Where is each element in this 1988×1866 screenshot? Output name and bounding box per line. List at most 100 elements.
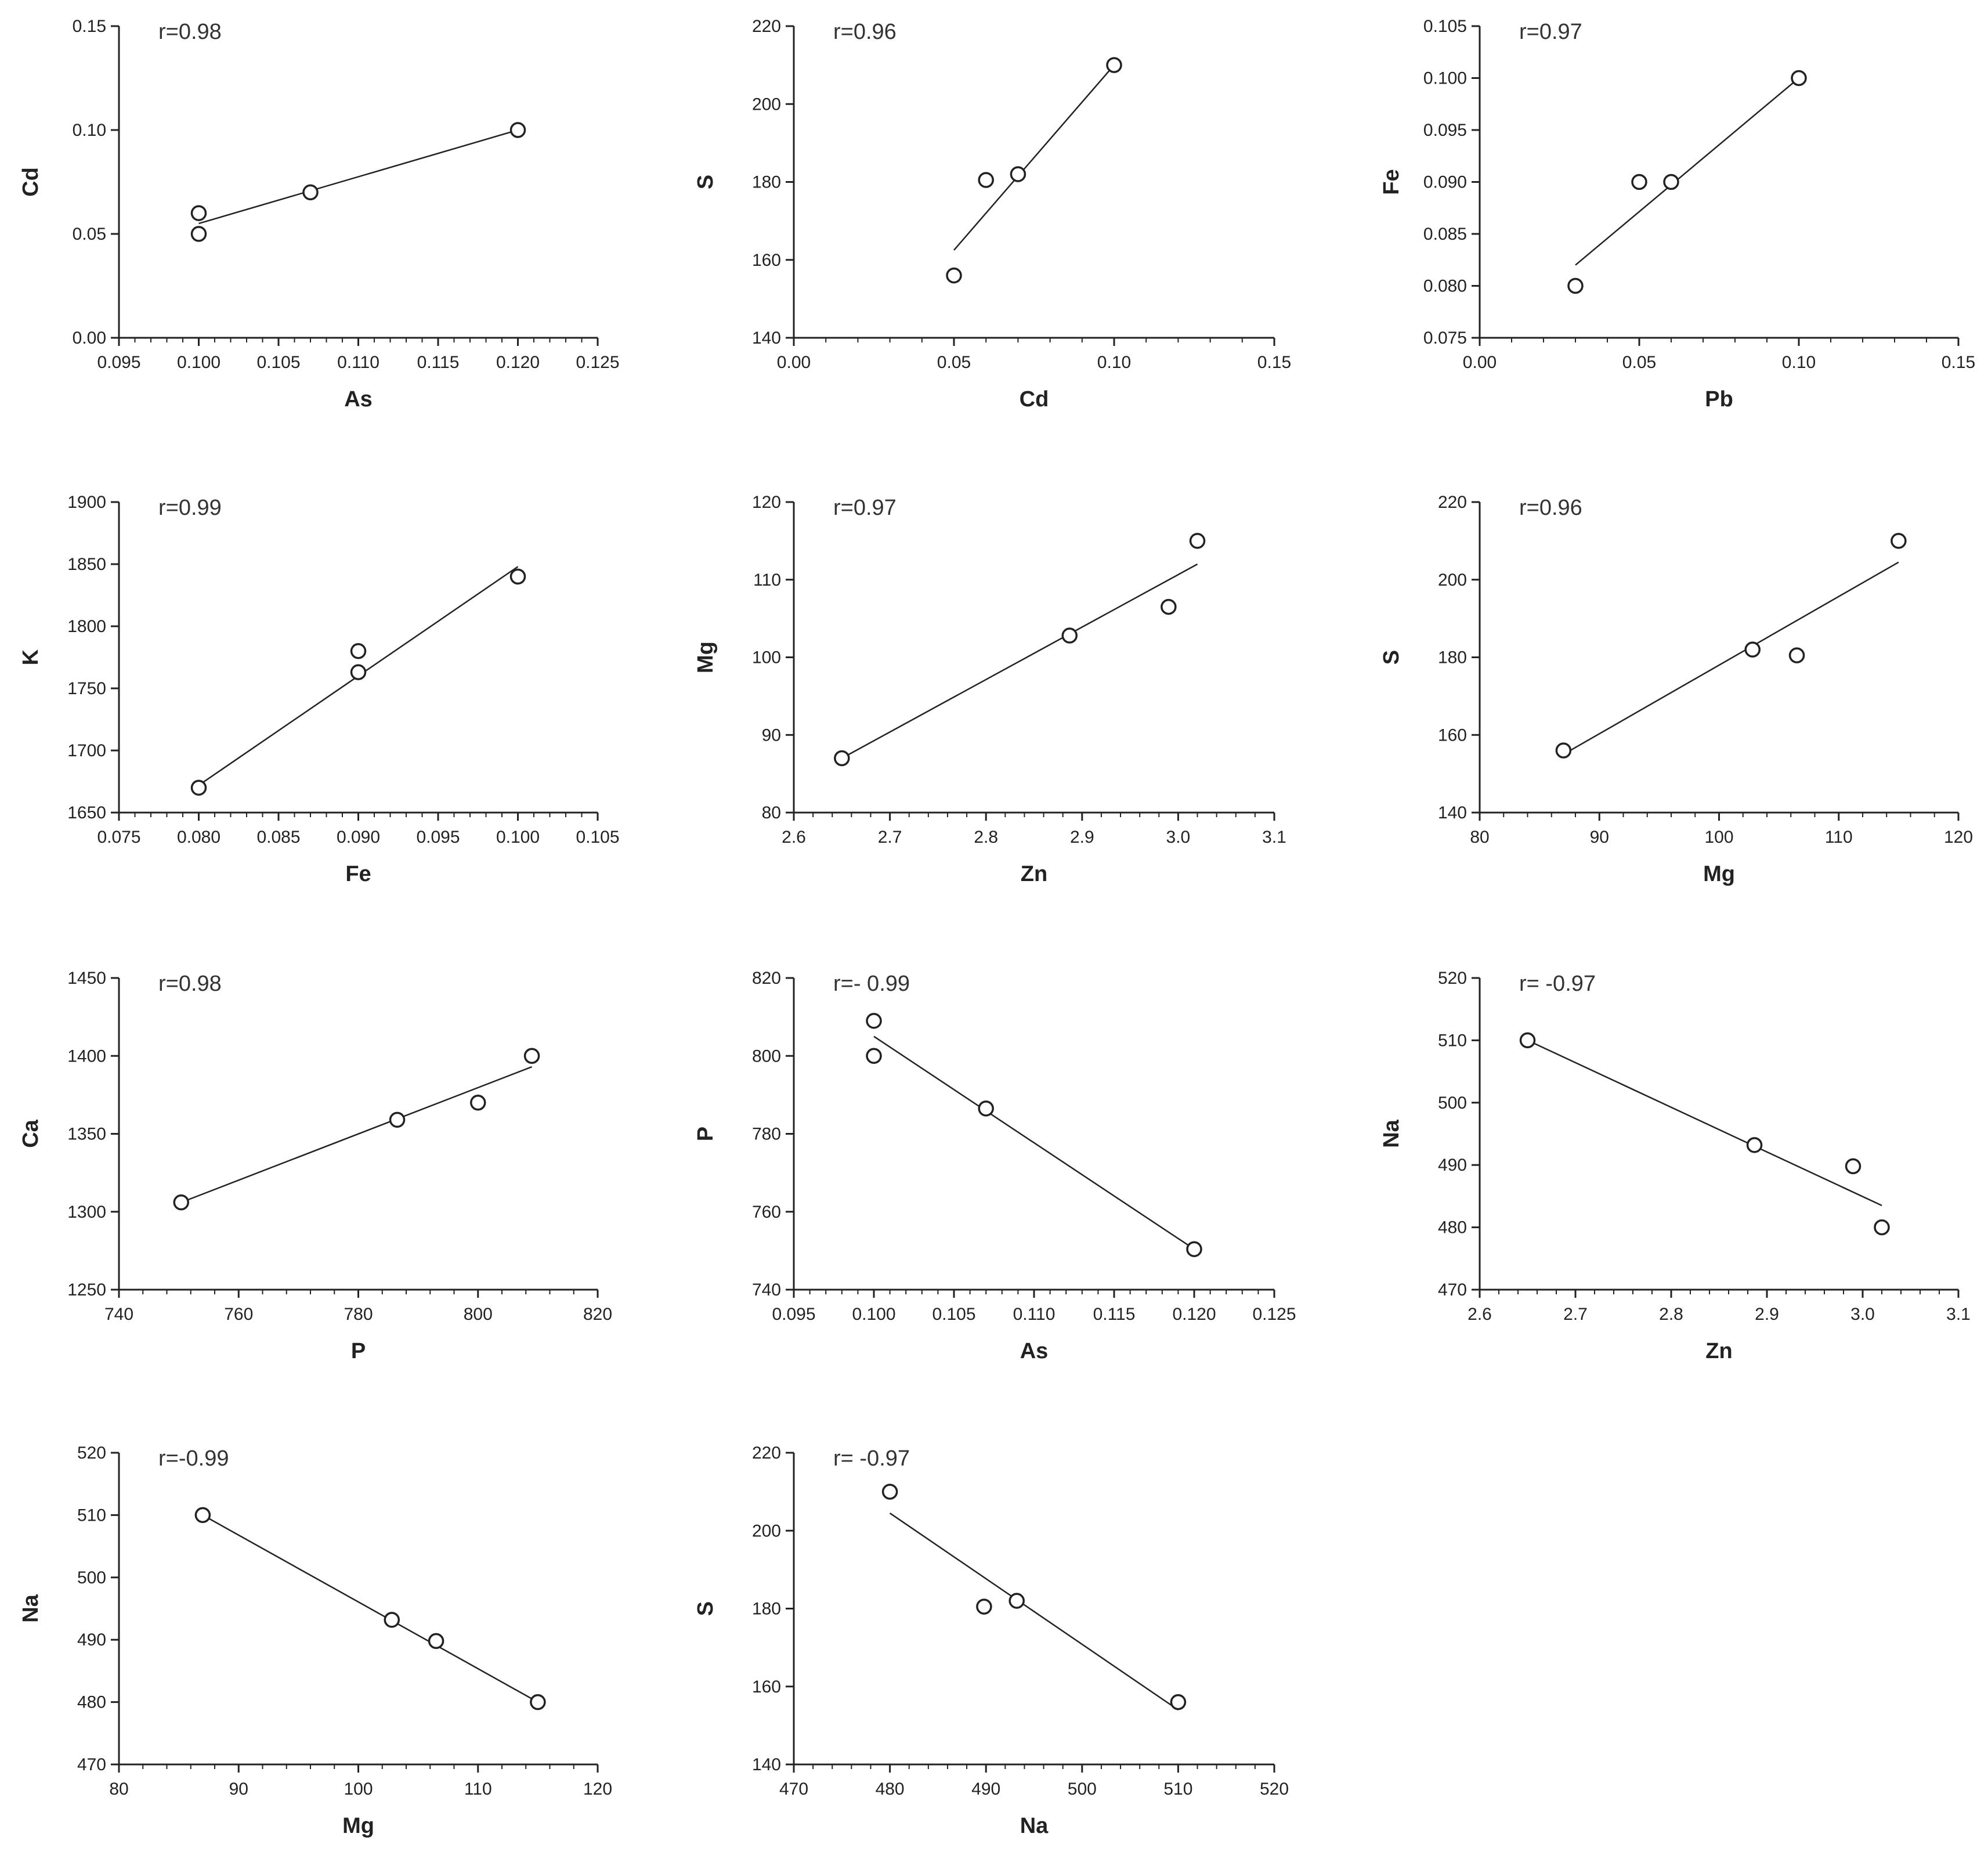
y-tick-label: 1800 <box>67 617 106 636</box>
panel-k-vs-fe: 0.075 0.080 0.085 0.090 0.095 0.100 0.105 1650 1… <box>19 493 620 886</box>
y-axis-title: S <box>693 1601 718 1616</box>
y-axis-title: Ca <box>19 1119 43 1147</box>
x-tick-label: 3.0 <box>1166 828 1191 847</box>
x-tick-label: 80 <box>109 1780 128 1799</box>
panel-na-vs-mg: 80 90 100 110 120 470 480 490 500 510 520 Mg Na r=-0.… <box>19 1443 612 1838</box>
x-tick-label: 100 <box>344 1780 373 1799</box>
y-tick-label: 1900 <box>67 493 106 512</box>
x-tick-label: 0.15 <box>1257 353 1291 372</box>
x-tick-label: 2.9 <box>1755 1305 1779 1324</box>
data-point <box>1170 1694 1187 1710</box>
data-point <box>946 267 962 284</box>
y-axis-title: S <box>693 175 718 189</box>
y-tick-label: 740 <box>752 1280 781 1300</box>
data-point <box>1791 70 1807 86</box>
x-tick-label: 3.1 <box>1262 828 1286 847</box>
x-axis-title: Mg <box>342 1814 374 1838</box>
y-tick-label: 760 <box>752 1203 781 1222</box>
x-tick-label: 0.095 <box>97 353 140 372</box>
regression-line <box>202 1514 538 1703</box>
x-tick-label: 2.8 <box>1659 1305 1683 1324</box>
x-tick-label: 0.105 <box>576 828 619 847</box>
y-tick-label: 180 <box>1438 648 1467 667</box>
x-tick-label: 2.8 <box>974 828 998 847</box>
data-point <box>350 664 367 680</box>
regression-line <box>1527 1040 1882 1207</box>
x-tick-label: 2.7 <box>1563 1305 1588 1324</box>
y-tick-label: 470 <box>77 1755 106 1774</box>
y-axis-title: Na <box>1379 1119 1404 1147</box>
x-tick-label: 0.15 <box>1942 353 1975 372</box>
x-tick-label: 0.090 <box>337 828 380 847</box>
x-tick-label: 820 <box>583 1305 612 1324</box>
data-point <box>428 1633 444 1650</box>
x-tick-label: 90 <box>1590 828 1609 847</box>
y-tick-label: 1850 <box>67 555 106 574</box>
y-tick-label: 220 <box>752 1443 781 1463</box>
x-tick-label: 500 <box>1068 1780 1097 1799</box>
y-axis-title: K <box>19 649 43 665</box>
x-tick-label: 0.085 <box>256 828 300 847</box>
data-point <box>1891 533 1907 549</box>
panel-fe-vs-pb: 0.00 0.05 0.10 0.15 0.075 0.080 0.085 0.090 0.09… <box>1379 17 1975 412</box>
regression-line <box>180 1066 533 1203</box>
y-tick-label: 160 <box>752 1677 781 1697</box>
x-tick-label: 110 <box>464 1780 492 1799</box>
y-axis-title: P <box>693 1127 718 1141</box>
data-point <box>1189 533 1206 549</box>
x-tick-label: 740 <box>104 1305 133 1324</box>
data-point <box>866 1013 882 1029</box>
y-tick-label: 780 <box>752 1125 781 1144</box>
y-tick-label: 160 <box>1438 726 1467 745</box>
y-tick-label: 510 <box>1438 1031 1467 1050</box>
panel-s-vs-cd: 0.00 0.05 0.10 0.15 140 160 180 200 220 Cd Sr=0.96 <box>693 17 1291 412</box>
y-tick-label: 1650 <box>67 803 106 822</box>
y-tick-label: 0.095 <box>1423 121 1467 140</box>
correlation-label: r=0.98 <box>158 20 222 44</box>
data-point <box>978 172 994 188</box>
x-axis-title: Zn <box>1705 1339 1732 1363</box>
y-tick-label: 0.080 <box>1423 277 1467 296</box>
data-point <box>866 1048 882 1064</box>
data-point <box>834 750 850 767</box>
x-tick-label: 0.05 <box>1622 353 1656 372</box>
y-tick-label: 200 <box>752 1521 781 1540</box>
x-tick-label: 2.9 <box>1070 828 1094 847</box>
y-tick-label: 1750 <box>67 679 106 698</box>
x-tick-label: 470 <box>779 1780 808 1799</box>
panel-cd-vs-as: 0.095 0.100 0.105 0.110 0.115 0.120 0.125 0.00 0… <box>19 17 620 412</box>
correlation-label: r=0.96 <box>1519 496 1582 520</box>
y-tick-label: 1350 <box>67 1125 106 1144</box>
x-tick-label: 0.115 <box>1093 1305 1136 1324</box>
data-point <box>194 1507 211 1524</box>
correlation-label: r=0.96 <box>833 20 897 44</box>
y-tick-label: 820 <box>752 969 781 988</box>
panel-s-vs-mg: 80 90 100 110 120 140 160 180 200 220 Mg Sr=0.96 <box>1379 493 1973 886</box>
x-axis-title: Zn <box>1021 862 1047 886</box>
x-axis-title: As <box>1020 1339 1049 1363</box>
x-tick-label: 2.6 <box>782 828 806 847</box>
x-tick-label: 490 <box>971 1780 1000 1799</box>
x-tick-label: 110 <box>1825 828 1853 847</box>
data-point <box>1519 1032 1536 1049</box>
x-tick-label: 0.075 <box>97 828 140 847</box>
y-tick-label: 470 <box>1438 1280 1467 1300</box>
x-tick-label: 480 <box>876 1780 905 1799</box>
data-point <box>350 643 367 659</box>
y-tick-label: 0.100 <box>1423 69 1467 88</box>
y-tick-label: 0.085 <box>1423 225 1467 244</box>
correlation-label: r=0.99 <box>158 496 222 520</box>
x-tick-label: 760 <box>224 1305 253 1324</box>
y-tick-label: 500 <box>77 1568 106 1587</box>
data-point <box>530 1694 546 1710</box>
correlation-label: r=0.97 <box>1519 20 1582 44</box>
x-axis-title: Cd <box>1020 387 1049 412</box>
y-axis-title: Cd <box>19 167 43 197</box>
panel-mg-vs-zn: 2.6 2.7 2.8 2.9 3.0 3.1 80 90 100 110 120 Zn Mg r=0.9… <box>693 493 1286 886</box>
data-point <box>976 1598 992 1615</box>
data-point <box>1567 277 1584 294</box>
y-tick-label: 490 <box>77 1630 106 1650</box>
y-tick-label: 490 <box>1438 1156 1467 1175</box>
y-tick-label: 1700 <box>67 741 106 760</box>
